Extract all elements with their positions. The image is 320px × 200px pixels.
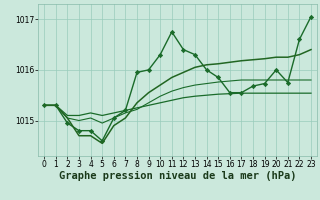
- X-axis label: Graphe pression niveau de la mer (hPa): Graphe pression niveau de la mer (hPa): [59, 171, 296, 181]
